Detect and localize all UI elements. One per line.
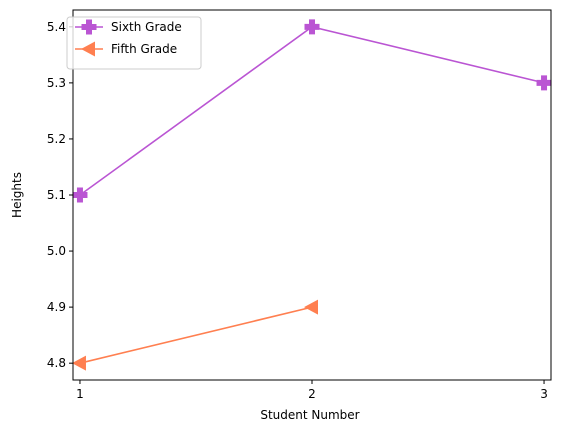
- series-line-fifth-grade: [79, 306, 313, 364]
- y-tick-label: 5.4: [47, 20, 66, 34]
- y-tick-label: 5.0: [47, 244, 66, 258]
- x-axis-label: Student Number: [260, 408, 359, 422]
- data-point-sixth-grade: [304, 19, 320, 35]
- legend-label: Sixth Grade: [111, 20, 182, 34]
- y-tick-label: 5.3: [47, 76, 66, 90]
- data-point-fifth-grade: [71, 355, 86, 371]
- plot-area: [73, 10, 551, 380]
- legend-box: [66, 16, 202, 70]
- legend: Sixth Grade Fifth Grade: [66, 16, 202, 70]
- legend-marker: [81, 41, 95, 57]
- legend-label: Fifth Grade: [111, 42, 177, 56]
- x-tick-label: 3: [540, 387, 548, 401]
- legend-marker: [81, 19, 97, 35]
- data-point-fifth-grade: [304, 299, 318, 315]
- y-tick-label: 4.8: [47, 356, 66, 370]
- y-axis-label: Heights: [10, 172, 24, 218]
- y-tick-label: 5.2: [47, 132, 66, 146]
- y-tick-label: 4.9: [47, 300, 66, 314]
- data-point-sixth-grade: [72, 187, 88, 203]
- y-tick-label: 5.1: [47, 188, 66, 202]
- x-tick-label: 2: [308, 387, 316, 401]
- x-tick-label: 1: [76, 387, 84, 401]
- data-point-sixth-grade: [536, 75, 552, 91]
